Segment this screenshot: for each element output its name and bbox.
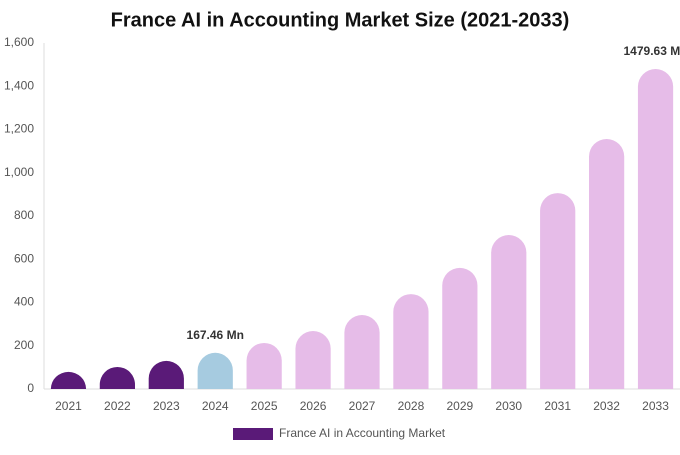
data-label: 167.46 Mn: [187, 328, 244, 342]
x-tick-label: 2024: [202, 399, 229, 413]
legend-label: France AI in Accounting Market: [279, 426, 446, 440]
y-tick-label: 400: [14, 295, 34, 309]
x-tick-label: 2028: [398, 399, 425, 413]
x-tick-label: 2031: [544, 399, 571, 413]
bar: [295, 331, 331, 389]
y-tick-label: 1,400: [4, 78, 34, 92]
bar: [197, 352, 233, 389]
bar: [637, 69, 674, 389]
x-tick-label: 2033: [642, 399, 669, 413]
bar: [540, 193, 576, 389]
x-tick-label: 2030: [495, 399, 522, 413]
x-tick-label: 2026: [300, 399, 327, 413]
x-tick-label: 2021: [55, 399, 82, 413]
chart-title: France AI in Accounting Market Size (202…: [111, 9, 570, 31]
bar: [442, 267, 478, 389]
x-tick-label: 2027: [349, 399, 376, 413]
bar: [393, 294, 429, 389]
y-tick-label: 1,600: [4, 35, 34, 49]
x-tick-label: 2029: [446, 399, 473, 413]
x-tick-label: 2025: [251, 399, 278, 413]
x-tick-label: 2022: [104, 399, 131, 413]
legend-swatch: [233, 428, 273, 440]
bar: [148, 360, 184, 389]
bar: [491, 235, 527, 389]
bar: [246, 342, 282, 389]
y-tick-label: 200: [14, 338, 34, 352]
data-label: 1479.63 Mn: [624, 44, 680, 58]
y-tick-label: 1,000: [4, 165, 34, 179]
bar: [50, 371, 87, 389]
bar: [344, 315, 380, 389]
bar: [99, 366, 135, 389]
x-tick-label: 2023: [153, 399, 180, 413]
y-tick-label: 0: [27, 381, 34, 395]
x-tick-label: 2032: [593, 399, 620, 413]
y-tick-label: 1,200: [4, 122, 34, 136]
bar: [589, 139, 625, 389]
y-tick-label: 800: [14, 208, 34, 222]
y-tick-label: 600: [14, 251, 34, 265]
